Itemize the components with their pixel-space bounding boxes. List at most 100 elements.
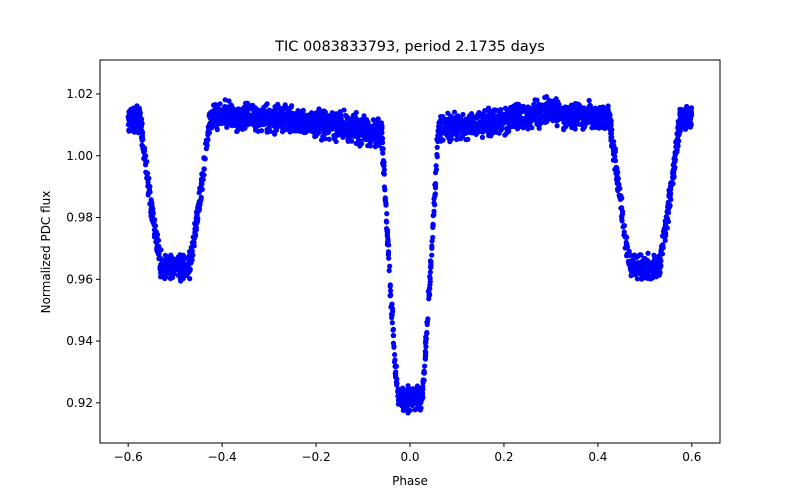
data-point <box>514 122 520 128</box>
data-point <box>387 288 394 294</box>
data-point <box>482 107 488 114</box>
data-point <box>373 122 379 128</box>
x-tick-label: 0.2 <box>494 450 513 464</box>
data-point <box>662 237 668 244</box>
data-point <box>597 107 603 114</box>
data-point <box>489 124 495 130</box>
data-point <box>614 180 620 187</box>
data-point <box>619 195 625 201</box>
data-point <box>674 141 681 147</box>
data-point <box>427 258 434 264</box>
data-point <box>231 107 237 113</box>
data-point <box>615 188 621 194</box>
y-tick-label: 1.00 <box>66 149 93 163</box>
data-point <box>410 386 416 392</box>
data-point <box>449 131 456 138</box>
data-point <box>386 268 392 274</box>
data-point <box>338 112 344 118</box>
data-point <box>264 101 270 107</box>
data-point <box>381 184 387 190</box>
data-point <box>349 127 355 133</box>
data-point <box>145 192 151 198</box>
data-point <box>509 104 516 111</box>
data-point <box>142 155 148 161</box>
data-point <box>392 352 398 358</box>
data-point <box>515 110 521 116</box>
data-point <box>380 146 386 153</box>
data-point <box>390 327 396 333</box>
data-point <box>596 125 602 131</box>
data-point <box>534 121 540 128</box>
data-point <box>393 363 400 369</box>
data-point <box>138 125 144 131</box>
data-point <box>187 268 193 274</box>
data-point <box>229 121 235 127</box>
data-point <box>657 262 663 268</box>
data-point <box>301 123 308 129</box>
data-point <box>554 123 560 129</box>
data-point <box>622 234 628 240</box>
data-point <box>437 133 443 139</box>
data-point <box>214 112 220 119</box>
data-point <box>206 124 212 130</box>
x-axis-label: Phase <box>392 474 428 488</box>
data-point <box>291 118 297 125</box>
data-point <box>672 164 678 170</box>
data-point <box>638 266 644 272</box>
data-point <box>196 202 202 208</box>
data-point <box>652 259 658 265</box>
data-point <box>476 129 482 135</box>
data-point <box>536 117 542 123</box>
data-point <box>183 263 189 269</box>
data-point <box>422 356 429 362</box>
data-point <box>672 149 678 155</box>
data-point <box>533 108 539 114</box>
data-point <box>358 120 364 126</box>
data-point <box>424 331 430 337</box>
data-point <box>364 124 370 130</box>
data-point <box>634 276 640 282</box>
data-point <box>651 252 657 258</box>
data-point <box>336 127 343 133</box>
data-point <box>188 244 194 250</box>
data-point <box>569 116 575 123</box>
data-point <box>421 370 427 376</box>
data-point <box>589 112 595 118</box>
data-point <box>245 120 251 126</box>
data-point <box>568 107 574 113</box>
data-point <box>422 363 428 369</box>
data-point <box>380 170 387 176</box>
data-point <box>367 143 374 149</box>
y-tick-label: 0.92 <box>66 396 93 410</box>
data-point <box>162 274 168 280</box>
data-point <box>463 118 469 124</box>
chart-title: TIC 0083833793, period 2.1735 days <box>274 39 545 55</box>
data-point <box>310 113 316 119</box>
data-point <box>432 202 438 208</box>
data-point <box>645 250 651 256</box>
data-point <box>562 110 568 117</box>
data-point <box>148 197 154 203</box>
data-point <box>300 107 306 113</box>
data-point <box>639 276 645 282</box>
data-point <box>642 261 649 267</box>
data-point <box>357 138 363 144</box>
data-point <box>389 301 395 307</box>
data-point <box>443 119 449 126</box>
data-point <box>353 123 359 130</box>
data-point <box>665 218 672 225</box>
data-point <box>414 395 420 401</box>
data-point <box>563 123 569 130</box>
data-point <box>510 117 516 123</box>
data-point <box>380 135 386 142</box>
data-point <box>356 129 362 136</box>
data-point <box>427 269 433 275</box>
data-point <box>372 144 378 150</box>
data-point <box>133 120 139 126</box>
data-point <box>580 126 586 132</box>
data-point <box>606 119 612 125</box>
data-point <box>536 125 542 131</box>
data-point <box>297 127 303 133</box>
data-point <box>677 127 684 133</box>
data-point <box>520 121 526 127</box>
